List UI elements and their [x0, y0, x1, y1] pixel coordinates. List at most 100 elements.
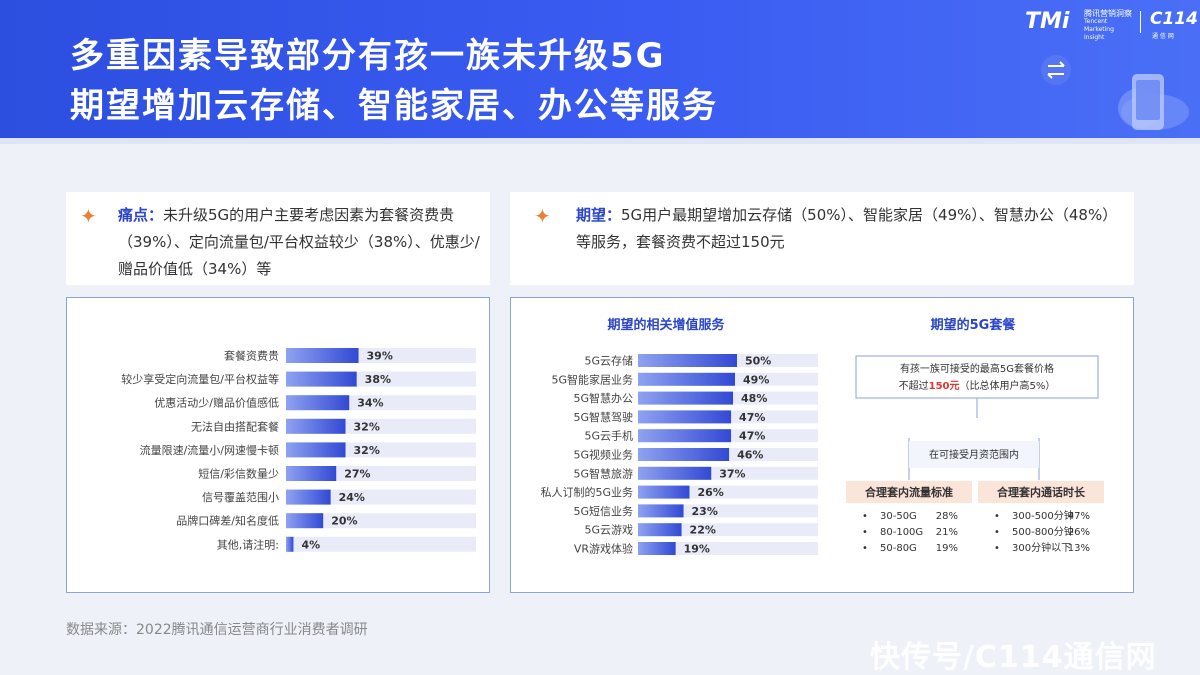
data-label: 50% — [745, 355, 771, 368]
data-bar — [638, 466, 712, 480]
data-bar — [638, 372, 736, 386]
plan-title: 期望的5G套餐 — [931, 317, 1017, 333]
data-bar — [638, 410, 732, 424]
category-label: 套餐资费贵 — [224, 349, 279, 363]
data-bar — [286, 513, 324, 529]
category-label: 其他,请注明: — [217, 537, 279, 551]
price-text: （比总体用户高5%） — [960, 379, 1056, 392]
data-label: 27% — [344, 468, 370, 481]
data-bar — [638, 354, 737, 367]
bullet: • — [994, 543, 1000, 554]
category-label: 较少享受定向流量包/平台权益等 — [121, 372, 279, 386]
data-bar — [286, 536, 294, 552]
pin-icon: ✦ — [80, 204, 97, 228]
category-label: VR游戏体验 — [574, 542, 633, 556]
bullet: • — [994, 511, 1000, 522]
data-bar — [638, 391, 734, 405]
category-label: 5G智能家居业务 — [551, 372, 633, 386]
group-row-value: 47% — [1068, 511, 1090, 522]
category-label: 品牌口碑差/知名度低 — [176, 514, 279, 528]
tmi-logo-subtitle: 腾讯营销洞察 Tencent Marketing Insight — [1084, 10, 1136, 42]
c114-logo: C114 — [1150, 9, 1198, 29]
data-label: 34% — [357, 397, 383, 410]
data-label: 23% — [692, 505, 718, 518]
data-bar — [286, 395, 350, 411]
chart-title: 期望的相关增值服务 — [607, 317, 725, 333]
category-label: 短信/彩信数量少 — [198, 467, 279, 481]
data-label: 32% — [354, 420, 380, 433]
bullet: • — [862, 527, 868, 538]
category-label: 5G智慧旅游 — [573, 466, 633, 480]
non-upgrade-reasons-chart: 套餐资费贵 39% 较少享受定向流量包/平台权益等 38% 优惠活动少/赠品价值感低 34… — [121, 348, 476, 552]
group-row-label: 80-100G — [880, 527, 923, 538]
data-label: 47% — [739, 411, 765, 424]
data-bar — [638, 485, 690, 499]
data-label: 38% — [365, 373, 391, 386]
data-label: 49% — [743, 373, 769, 386]
group-row-value: 19% — [936, 543, 958, 554]
group-row-label: 300分钟以下 — [1012, 541, 1071, 554]
category-label: 5G短信业务 — [573, 504, 633, 518]
category-label: 5G云存储 — [584, 354, 633, 368]
group-row-label: 50-80G — [880, 543, 917, 554]
pain-point-text: 痛点：未升级5G的用户主要考虑因素为套餐资费贵（39%）、定向流量包/平台权益较… — [118, 202, 488, 283]
category-label: 5G智慧办公 — [573, 391, 633, 405]
category-label: 5G视频业务 — [573, 448, 633, 462]
data-label: 32% — [354, 444, 380, 457]
group-row-value: 13% — [1068, 543, 1090, 554]
bar-track — [638, 523, 818, 537]
data-bar — [286, 348, 359, 363]
data-bar — [286, 489, 331, 505]
data-label: 39% — [367, 350, 393, 363]
data-label: 20% — [331, 515, 357, 528]
group-row-label: 30-50G — [880, 511, 917, 522]
branch-label: 在可接受月资范围内 — [929, 448, 1019, 461]
group-header-bg — [846, 481, 972, 503]
non-upgrade-reasons-panel: 套餐资费贵 39% 较少享受定向流量包/平台权益等 38% 优惠活动少/赠品价值感低 34… — [66, 297, 490, 593]
bar-track — [286, 489, 476, 505]
data-bar — [286, 442, 346, 458]
bar-track — [286, 513, 476, 529]
category-label: 信号覆盖范围小 — [202, 490, 279, 504]
group-header: 合理套内流量标准 — [865, 485, 953, 499]
data-bar — [286, 466, 337, 481]
data-label: 47% — [739, 430, 765, 443]
data-bar — [286, 418, 346, 434]
pin-icon: ✦ — [534, 204, 551, 228]
pain-point-body: 未升级5G的用户主要考虑因素为套餐资费贵（39%）、定向流量包/平台权益较少（3… — [118, 206, 480, 278]
cloud-phone-illustration — [1041, 55, 1189, 130]
price-text: 不超过 — [899, 379, 929, 392]
group-row-value: 21% — [936, 527, 958, 538]
expectation-body: 5G用户最期望增加云存储（50%）、智能家居（49%）、智慧办公（48%）等服务… — [576, 206, 1110, 251]
tmi-logo: TMi — [1025, 9, 1070, 34]
group-row-value: 26% — [1068, 527, 1090, 538]
data-bar — [286, 371, 357, 387]
header-divider — [0, 138, 1200, 144]
bar-track — [638, 542, 818, 555]
price-box-line2: 不超过150元（比总体用户高5%） — [899, 379, 1056, 392]
expectation-keyword: 期望： — [576, 206, 622, 224]
page-title-line2: 期望增加云存储、智能家居、办公等服务 — [70, 86, 718, 126]
bullet: • — [994, 527, 1000, 538]
bullet: • — [862, 511, 868, 522]
tmi-logo-subtitle-cn: 腾讯营销洞察 — [1084, 9, 1132, 18]
group-header-bg — [978, 481, 1104, 503]
data-label: 26% — [697, 486, 723, 499]
category-label: 优惠活动少/赠品价值感低 — [154, 396, 279, 410]
pain-point-card: ✦ 痛点：未升级5G的用户主要考虑因素为套餐资费贵（39%）、定向流量包/平台权… — [66, 192, 490, 285]
c114-logo-subtitle: 通 信 网 — [1152, 33, 1174, 40]
logo-separator — [1140, 11, 1141, 33]
price-box-line1: 有孩一族可接受的最高5G套餐价格 — [900, 362, 1054, 375]
data-bar — [638, 542, 676, 555]
group-row-label: 300-500分钟 — [1012, 509, 1074, 522]
data-bar — [638, 523, 682, 537]
data-label: 37% — [719, 467, 745, 480]
category-label: 流量限速/流量小/网速慢卡顿 — [140, 443, 279, 457]
price-highlight: 150元 — [929, 380, 960, 392]
data-label: 46% — [737, 449, 763, 462]
category-label: 5G云游戏 — [584, 524, 633, 537]
data-bar — [638, 448, 730, 461]
group-header: 合理套内通话时长 — [997, 485, 1086, 499]
data-bar — [638, 429, 732, 443]
watermark: 快传号/C114通信网 — [870, 640, 1157, 675]
